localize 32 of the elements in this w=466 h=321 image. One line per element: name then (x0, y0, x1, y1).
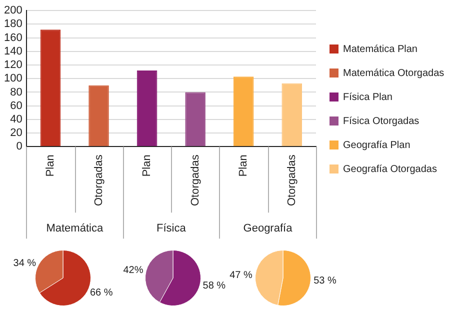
data-label: 47 % (230, 270, 252, 281)
y-tick-label: 140 (4, 45, 22, 58)
legend-label: Física Plan (343, 92, 410, 103)
y-tick-label: 160 (4, 32, 22, 44)
x-tick-label: Plan (238, 154, 250, 177)
data-label: 34 % (13, 258, 36, 269)
x-tick-label: Plan (44, 154, 57, 177)
y-tick-label: 100 (4, 72, 22, 85)
legend-label: Geografía Otorgadas (343, 164, 454, 175)
legend-label: Matemática Plan (343, 44, 434, 55)
data-label: 58 % (202, 280, 226, 292)
x-tick-label: Otorgadas (92, 154, 105, 206)
legend-label: Matemática Otorgadas (343, 68, 461, 79)
x-tick-label: Plan (141, 154, 154, 177)
y-tick-label: 80 (10, 86, 22, 98)
text: Matemática (46, 222, 104, 235)
x-tick-label: Otorgadas (189, 154, 202, 206)
legend-label: Física Otorgadas (343, 116, 436, 127)
data-label: 42% (123, 265, 144, 276)
text: Física (156, 222, 187, 235)
legend-label: Geografía Plan (343, 140, 427, 151)
y-tick-label: 20 (10, 127, 22, 140)
y-tick-label: 40 (10, 113, 22, 126)
y-tick-label: 0 (16, 140, 22, 153)
data-label: 66 % (90, 288, 113, 299)
y-tick-label: 200 (4, 4, 22, 17)
y-tick-label: 180 (4, 18, 22, 30)
x-tick-label: Otorgadas (286, 154, 298, 206)
y-tick-label: 60 (10, 100, 22, 112)
data-label: 53 % (314, 276, 337, 287)
text: Geografía (243, 222, 294, 235)
y-tick-label: 120 (4, 59, 22, 72)
